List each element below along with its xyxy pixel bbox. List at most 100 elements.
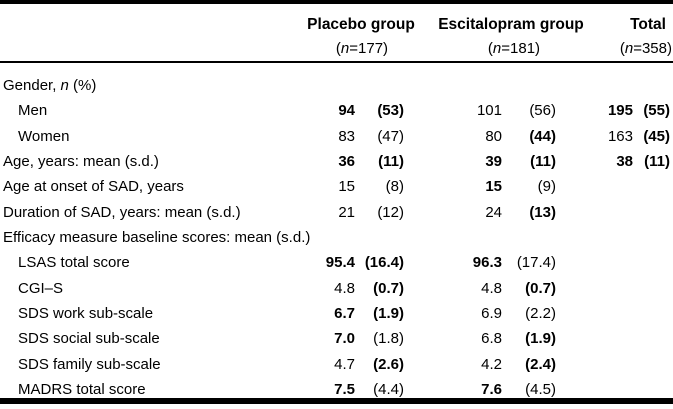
text-part: Age at onset of SAD, years: [3, 178, 184, 196]
text-part: Duration of SAD, years: mean (s.d.): [3, 203, 241, 221]
sd-or-percent-value: (0.7): [373, 279, 404, 297]
row-label: Age at onset of SAD, years: [0, 174, 285, 199]
text-part: (: [487, 40, 493, 57]
text-part: SDS work sub-scale: [18, 305, 154, 323]
text-part: =177): [349, 40, 389, 57]
placebo-value-cell: 7.5 (4.4): [285, 377, 404, 402]
table-row: SDS social sub-scale 7.0 (1.8) 6.8 (1.9): [0, 326, 673, 351]
row-label: Women: [0, 124, 285, 149]
row-label: SDS family sub-scale: [0, 352, 285, 377]
placebo-value-cell: 83 (47): [285, 124, 404, 149]
table-row: SDS family sub-scale 4.7 (2.6) 4.2 (2.4): [0, 352, 673, 377]
sd-or-percent-value: (4.5): [525, 381, 556, 399]
mean-or-count-value: 38: [616, 153, 633, 171]
sd-or-percent-value: (2.6): [373, 355, 404, 373]
mean-or-count-value: 101: [476, 102, 502, 120]
text-part: Men: [18, 102, 48, 120]
row-label: Efficacy measure baseline scores: mean (…: [0, 225, 310, 250]
placebo-value-cell: 7.0 (1.8): [285, 326, 404, 351]
table-row: Duration of SAD, years: mean (s.d.) 21 (12…: [0, 200, 673, 225]
mean-or-count-value: 94: [338, 102, 355, 120]
italic-n-text: n: [624, 40, 634, 57]
sd-or-percent-value: (13): [529, 203, 556, 221]
table-header: Placebo group Escitalopram group Total (…: [0, 0, 673, 61]
table-row: CGI–S 4.8 (0.7) 4.8 (0.7): [0, 276, 673, 301]
sd-or-percent-value: (55): [643, 102, 670, 120]
escitalopram-value-cell: 39 (11): [404, 149, 556, 174]
escitalopram-value-cell: [404, 225, 556, 250]
table-row: LSAS total score 95.4 (16.4) 96.3 (17.4): [0, 250, 673, 275]
total-value-cell: 195 (55): [556, 98, 673, 123]
row-label: Duration of SAD, years: mean (s.d.): [0, 200, 285, 225]
total-value-cell: [556, 352, 673, 377]
column-header-total: Total: [630, 16, 666, 33]
table-row: SDS work sub-scale 6.7 (1.9) 6.9 (2.2): [0, 301, 673, 326]
sd-or-percent-value: (2.4): [525, 355, 556, 373]
mean-or-count-value: 83: [338, 127, 355, 145]
total-value-cell: 163 (45): [556, 124, 673, 149]
italic-n-text: n: [340, 40, 350, 57]
total-value-cell: [556, 225, 673, 250]
mean-or-count-value: 95.4: [325, 254, 355, 272]
sd-or-percent-value: (11): [378, 153, 404, 171]
mean-or-count-value: 6.9: [481, 305, 502, 323]
sd-or-percent-value: (56): [529, 102, 556, 120]
column-subheader-placebo-n: (n=177): [336, 40, 388, 57]
table-rows: Gender, n (%) Men 94 (53) 101 (56) 195 (55) Wome…: [0, 63, 673, 402]
mean-or-count-value: 39: [485, 153, 502, 171]
sd-or-percent-value: (9): [537, 178, 556, 196]
placebo-value-cell: 4.8 (0.7): [285, 276, 404, 301]
placebo-value-cell: 6.7 (1.9): [285, 301, 404, 326]
text-part: SDS family sub-scale: [18, 355, 161, 373]
placebo-value-cell: [285, 73, 404, 98]
column-header-escitalopram: Escitalopram group: [438, 16, 584, 33]
mean-or-count-value: 36: [338, 153, 355, 171]
escitalopram-value-cell: 101 (56): [404, 98, 556, 123]
sd-or-percent-value: (16.4): [364, 254, 404, 272]
mean-or-count-value: 7.0: [334, 330, 355, 348]
total-value-cell: [556, 326, 673, 351]
mean-or-count-value: 163: [607, 127, 633, 145]
text-part: SDS social sub-scale: [18, 330, 160, 348]
total-value-cell: [556, 301, 673, 326]
sd-or-percent-value: (44): [529, 127, 556, 145]
placebo-value-cell: 15 (8): [285, 174, 404, 199]
mean-or-count-value: 4.8: [481, 279, 502, 297]
row-label: Age, years: mean (s.d.): [0, 149, 285, 174]
sd-or-percent-value: (8): [385, 178, 404, 196]
row-label: SDS work sub-scale: [0, 301, 285, 326]
sd-or-percent-value: (2.2): [525, 305, 556, 323]
placebo-value-cell: 94 (53): [285, 98, 404, 123]
table-row: Age, years: mean (s.d.) 36 (11) 39 (11) 38 (11…: [0, 149, 673, 174]
text-part: Gender,: [3, 77, 61, 94]
mean-or-count-value: 4.7: [334, 355, 355, 373]
text-part: =181): [501, 40, 541, 57]
text-part: (%): [68, 77, 97, 94]
total-value-cell: [556, 276, 673, 301]
escitalopram-value-cell: 96.3 (17.4): [404, 250, 556, 275]
table-row: Gender, n (%): [0, 73, 673, 98]
table-row: MADRS total score 7.5 (4.4) 7.6 (4.5): [0, 377, 673, 402]
table-row: Age at onset of SAD, years 15 (8) 15 (9): [0, 174, 673, 199]
row-label: MADRS total score: [0, 377, 285, 402]
text-part: CGI–S: [18, 279, 64, 297]
text-part: (: [335, 40, 341, 57]
text-part: LSAS total score: [18, 254, 130, 272]
column-subheader-total-n: (n=358): [620, 40, 672, 57]
sd-or-percent-value: (1.9): [373, 305, 404, 323]
italic-n-text: n: [60, 77, 69, 94]
total-value-cell: [556, 200, 673, 225]
mean-or-count-value: 15: [485, 178, 502, 196]
escitalopram-value-cell: 4.2 (2.4): [404, 352, 556, 377]
sd-or-percent-value: (12): [377, 203, 404, 221]
mean-or-count-value: 6.8: [481, 330, 502, 348]
row-label: SDS social sub-scale: [0, 326, 285, 351]
mean-or-count-value: 21: [338, 203, 355, 221]
row-label: CGI–S: [0, 276, 285, 301]
total-value-cell: [556, 250, 673, 275]
total-value-cell: [556, 73, 673, 98]
mean-or-count-value: 195: [607, 102, 633, 120]
table-row: Efficacy measure baseline scores: mean (…: [0, 225, 673, 250]
mean-or-count-value: 4.8: [334, 279, 355, 297]
